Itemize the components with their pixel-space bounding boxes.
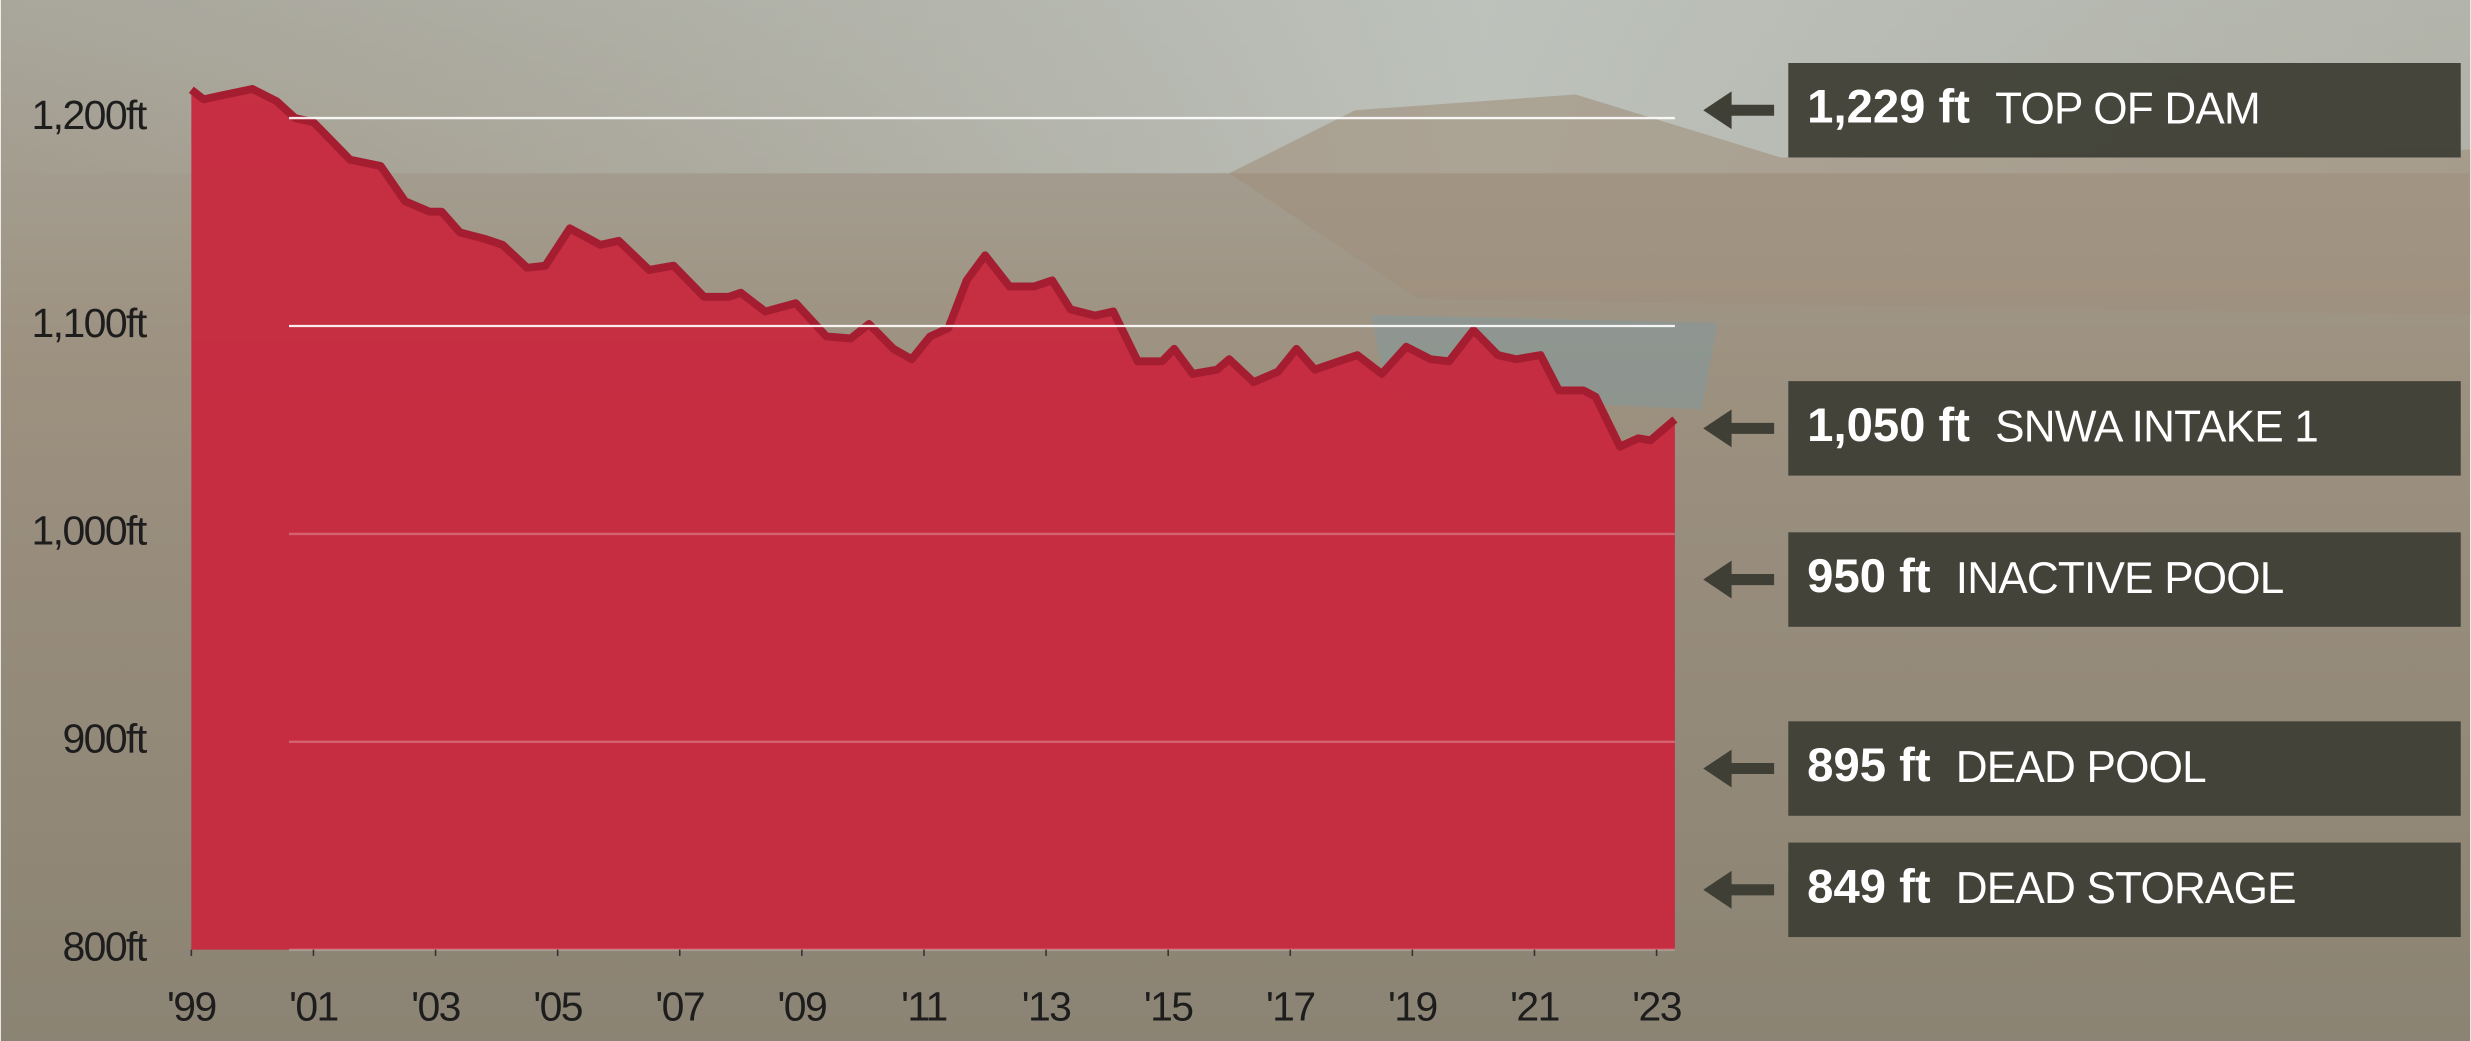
label-box	[1788, 62, 2461, 158]
label-box	[1788, 842, 2461, 938]
arrow-head	[1703, 91, 1732, 130]
x-tick-label: '23	[1632, 983, 1681, 1029]
y-tick-label: 1,200ft	[32, 92, 148, 138]
annotation-label: SNWA INTAKE 1	[1995, 403, 2318, 452]
annotation-value: 1,050 ft	[1807, 399, 1970, 452]
x-tick-label: '03	[411, 983, 460, 1029]
y-tick-label: 1,100ft	[32, 300, 148, 346]
mountain	[1229, 94, 2471, 315]
label-box	[1788, 381, 2461, 476]
x-tick-label: '13	[1022, 983, 1071, 1029]
arrow-head	[1703, 749, 1732, 788]
x-tick-label: '01	[289, 983, 338, 1029]
annotation-value: 950 ft	[1807, 550, 1931, 603]
x-tick-label: '19	[1388, 983, 1437, 1029]
annotation-label: INACTIVE POOL	[1956, 554, 2284, 603]
x-tick-label: '17	[1266, 983, 1315, 1029]
x-tick-label: '07	[655, 983, 704, 1029]
x-tick-label: '15	[1144, 983, 1193, 1029]
annotation-value: 1,229 ft	[1807, 81, 1970, 134]
label-box	[1788, 721, 2461, 816]
label-box	[1788, 532, 2461, 627]
x-tick-label: '09	[778, 983, 827, 1029]
y-tick-label: 800ft	[62, 923, 147, 969]
y-tick-label: 900ft	[62, 716, 147, 762]
y-tick-label: 1,000ft	[32, 508, 148, 554]
annotation-label: DEAD POOL	[1956, 743, 2206, 792]
arrow-head	[1703, 870, 1732, 909]
x-tick-label: '21	[1510, 983, 1559, 1029]
arrow-head	[1703, 560, 1732, 599]
annotation-label: DEAD STORAGE	[1956, 864, 2296, 913]
annotation-label: TOP OF DAM	[1995, 84, 2260, 133]
x-tick-label: '05	[533, 983, 582, 1029]
x-tick-label: '11	[901, 983, 947, 1029]
line	[188, 85, 1678, 451]
x-tick-label: '99	[167, 983, 216, 1029]
arrow-head	[1703, 409, 1732, 448]
annotation-value: 895 ft	[1807, 739, 1931, 792]
annotation-value: 849 ft	[1807, 860, 1931, 913]
area	[191, 88, 1675, 950]
